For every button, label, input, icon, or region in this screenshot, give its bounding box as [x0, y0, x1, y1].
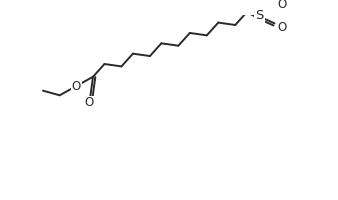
Text: O: O: [72, 80, 81, 93]
Text: O: O: [85, 96, 94, 109]
Text: O: O: [277, 0, 287, 11]
Text: S: S: [256, 9, 264, 22]
Text: O: O: [277, 21, 287, 34]
